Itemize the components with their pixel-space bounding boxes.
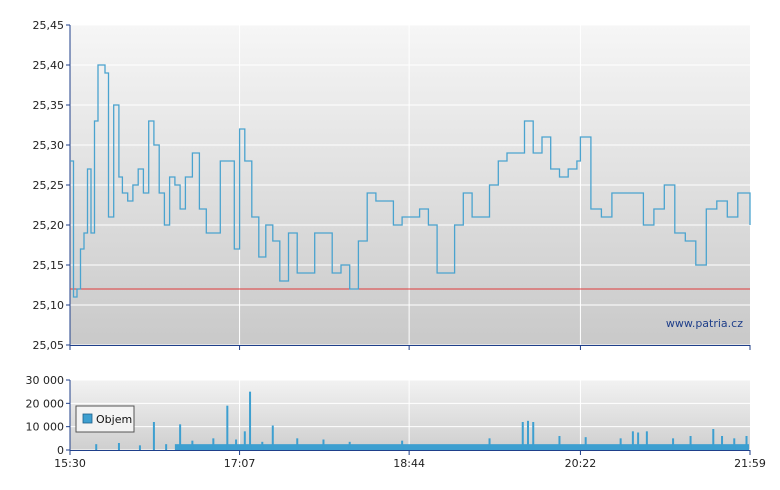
price-y-tick-label: 25,10 [33, 299, 65, 312]
volume-bar [526, 420, 529, 450]
volume-bar [672, 438, 675, 450]
legend-label: Objem [96, 413, 132, 426]
price-y-tick-label: 25,15 [33, 259, 65, 272]
volume-bar [401, 440, 404, 450]
volume-bar [745, 436, 748, 450]
price-y-tick-label: 25,30 [33, 139, 65, 152]
time-x-tick-label: 20:22 [565, 457, 597, 470]
volume-bar [637, 432, 640, 450]
volume-bar [721, 436, 724, 450]
volume-y-axis: 30 000 20 000 10 000 0 [26, 374, 70, 457]
volume-bar [296, 438, 299, 450]
volume-bar [348, 441, 351, 450]
volume-bars [95, 391, 749, 450]
volume-bar [645, 431, 648, 450]
price-y-tick-label: 25,25 [33, 179, 65, 192]
price-panel: 25,45 25,40 25,35 25,30 25,25 25,20 25,15 25,10… [33, 19, 751, 352]
volume-bar [532, 422, 535, 450]
volume-y-tick-label: 0 [57, 444, 64, 457]
volume-baseline-bars [174, 444, 749, 450]
price-y-tick-label: 25,05 [33, 339, 65, 352]
volume-bar [521, 422, 524, 450]
time-x-tick-label: 21:59 [734, 457, 766, 470]
time-x-axis: 15:30 17:07 18:44 20:22 21:59 [54, 345, 766, 470]
volume-bar [584, 437, 587, 450]
volume-y-tick-label: 30 000 [26, 374, 65, 387]
volume-bar [226, 405, 229, 450]
price-y-tick-label: 25,45 [33, 19, 65, 32]
time-x-tick-label: 18:44 [393, 457, 425, 470]
volume-bar [271, 425, 274, 450]
volume-bar [488, 438, 491, 450]
volume-bar [558, 436, 561, 450]
volume-bar [235, 439, 238, 450]
volume-bar [733, 438, 736, 450]
volume-bar [138, 445, 141, 450]
volume-bar [689, 436, 692, 450]
volume-plot-background [70, 380, 750, 450]
volume-bar [322, 439, 325, 450]
price-y-axis: 25,45 25,40 25,35 25,30 25,25 25,20 25,15 25,10… [33, 19, 70, 352]
volume-bar [165, 444, 168, 450]
time-x-tick-label: 15:30 [54, 457, 86, 470]
volume-bar [631, 431, 634, 450]
volume-bar [117, 443, 120, 450]
price-y-tick-label: 25,35 [33, 99, 65, 112]
price-series-line [70, 64, 751, 298]
volume-bar [152, 422, 155, 450]
volume-y-tick-label: 20 000 [26, 397, 65, 410]
legend: Objem [75, 405, 135, 433]
volume-bar [243, 431, 246, 450]
volume-y-tick-label: 10 000 [26, 421, 65, 434]
watermark: www.patria.cz [666, 317, 743, 330]
time-x-tick-label: 17:07 [224, 457, 256, 470]
price-y-tick-label: 25,20 [33, 219, 65, 232]
volume-panel: 30 000 20 000 10 000 0 15:30 17:07 18:44 20:22… [26, 345, 766, 470]
price-y-tick-label: 25,40 [33, 59, 65, 72]
volume-bar [261, 441, 264, 450]
volume-bar [95, 444, 98, 450]
volume-bar [191, 440, 194, 450]
volume-bar [249, 391, 252, 450]
volume-bar [179, 424, 182, 450]
volume-bar [619, 438, 622, 450]
legend-swatch [82, 413, 93, 424]
volume-bar [712, 429, 715, 450]
volume-bar [212, 438, 215, 450]
